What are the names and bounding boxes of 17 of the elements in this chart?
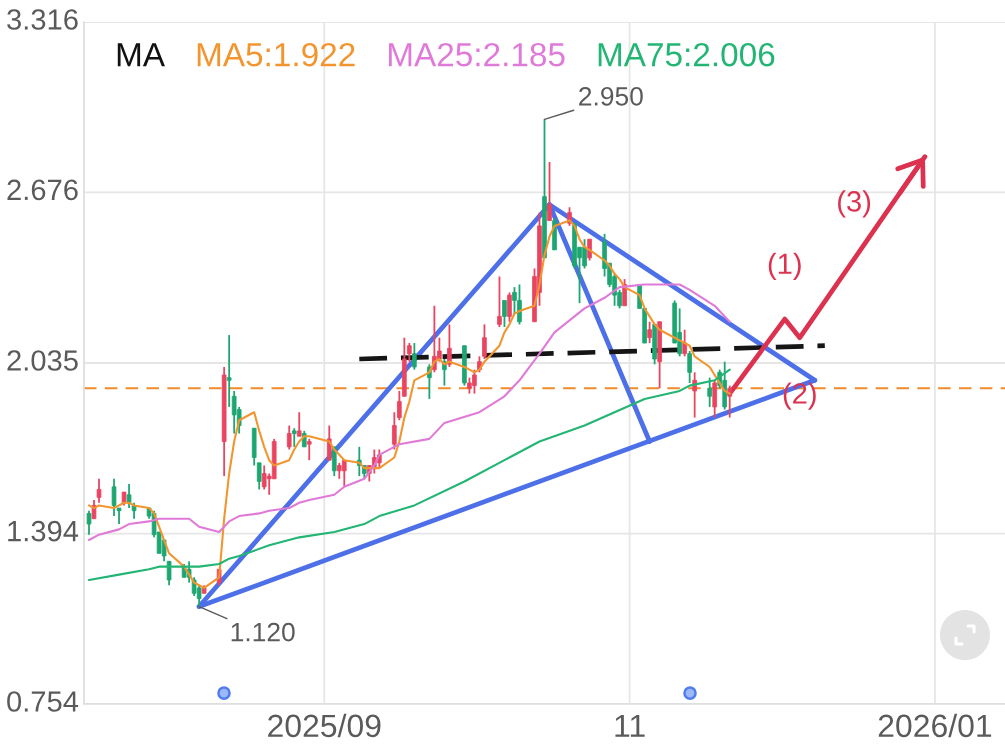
x-tick-label: 2026/01 (878, 713, 992, 738)
text: MA5:1.922 (197, 42, 355, 67)
legend-title: MA (117, 43, 165, 67)
annotation: 2.950 (579, 86, 643, 106)
y-tick-label: 0.754 (7, 691, 79, 712)
x-tick-label: 2025/09 (268, 713, 381, 738)
annotation: (1) (768, 252, 801, 280)
y-tick-label: 1.394 (8, 520, 79, 542)
text: MA25:2.185 (388, 42, 565, 67)
text: MA75:2.006 (598, 42, 775, 67)
annotation: (3) (838, 190, 871, 218)
y-tick-label: 2.676 (7, 179, 78, 201)
y-tick-label: 2.035 (7, 350, 78, 371)
x-tick-label: 11 (615, 714, 645, 737)
annotation: 1.120 (231, 622, 295, 642)
y-tick-label: 3.316 (7, 9, 78, 30)
annotation: (2) (783, 382, 816, 410)
